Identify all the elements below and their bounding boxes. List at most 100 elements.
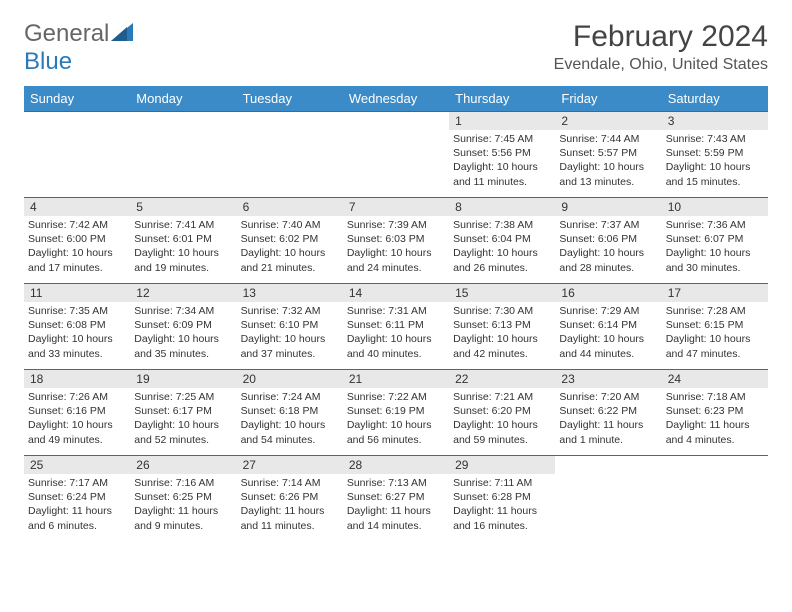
day-number: 15 bbox=[449, 284, 555, 302]
day-info: Sunrise: 7:13 AMSunset: 6:27 PMDaylight:… bbox=[343, 474, 449, 535]
sunrise-text: Sunrise: 7:40 AM bbox=[241, 219, 321, 231]
sunset-text: Sunset: 6:11 PM bbox=[347, 319, 424, 331]
day-info: Sunrise: 7:39 AMSunset: 6:03 PMDaylight:… bbox=[343, 216, 449, 277]
day-number: 13 bbox=[237, 284, 343, 302]
daylight-text: Daylight: 10 hours and 49 minutes. bbox=[28, 419, 113, 445]
calendar-cell: 27Sunrise: 7:14 AMSunset: 6:26 PMDayligh… bbox=[237, 456, 343, 542]
day-number: 3 bbox=[662, 112, 768, 130]
day-info: Sunrise: 7:45 AM Sunset: 5:56 PM Daylight:… bbox=[449, 130, 555, 191]
sunrise-text: Sunrise: 7:28 AM bbox=[666, 305, 746, 317]
sunrise-text: Sunrise: 7:21 AM bbox=[453, 391, 533, 403]
daylight-text: Daylight: 10 hours and 17 minutes. bbox=[28, 247, 113, 273]
daylight-text: Daylight: 10 hours and 11 minutes. bbox=[453, 161, 538, 187]
daylight-text: Daylight: 11 hours and 1 minute. bbox=[559, 419, 643, 445]
day-info: Sunrise: 7:21 AMSunset: 6:20 PMDaylight:… bbox=[449, 388, 555, 449]
daylight-text: Daylight: 11 hours and 11 minutes. bbox=[241, 505, 325, 531]
sunset-text: Sunset: 6:09 PM bbox=[134, 319, 212, 331]
sunset-text: Sunset: 6:28 PM bbox=[453, 491, 531, 503]
calendar-cell bbox=[24, 112, 130, 198]
daylight-text: Daylight: 11 hours and 9 minutes. bbox=[134, 505, 218, 531]
day-number: 20 bbox=[237, 370, 343, 388]
day-number: 17 bbox=[662, 284, 768, 302]
daylight-text: Daylight: 10 hours and 33 minutes. bbox=[28, 333, 113, 359]
sunset-text: Sunset: 6:15 PM bbox=[666, 319, 744, 331]
sunset-text: Sunset: 6:20 PM bbox=[453, 405, 531, 417]
weekday-header: Monday bbox=[130, 86, 236, 112]
logo-text-blue: Blue bbox=[24, 48, 72, 76]
calendar-cell: 11Sunrise: 7:35 AMSunset: 6:08 PMDayligh… bbox=[24, 284, 130, 370]
calendar-cell bbox=[130, 112, 236, 198]
sunrise-text: Sunrise: 7:43 AM bbox=[666, 133, 746, 145]
sunrise-text: Sunrise: 7:42 AM bbox=[28, 219, 108, 231]
daylight-text: Daylight: 10 hours and 42 minutes. bbox=[453, 333, 538, 359]
weekday-header: Tuesday bbox=[237, 86, 343, 112]
sunrise-text: Sunrise: 7:22 AM bbox=[347, 391, 427, 403]
day-number: 29 bbox=[449, 456, 555, 474]
calendar-cell: 13Sunrise: 7:32 AMSunset: 6:10 PMDayligh… bbox=[237, 284, 343, 370]
daylight-text: Daylight: 10 hours and 44 minutes. bbox=[559, 333, 644, 359]
sunset-text: Sunset: 6:00 PM bbox=[28, 233, 106, 245]
day-info: Sunrise: 7:14 AMSunset: 6:26 PMDaylight:… bbox=[237, 474, 343, 535]
calendar-cell: 29Sunrise: 7:11 AMSunset: 6:28 PMDayligh… bbox=[449, 456, 555, 542]
sunrise-text: Sunrise: 7:13 AM bbox=[347, 477, 427, 489]
day-number: 12 bbox=[130, 284, 236, 302]
day-number: 16 bbox=[555, 284, 661, 302]
day-info: Sunrise: 7:30 AMSunset: 6:13 PMDaylight:… bbox=[449, 302, 555, 363]
sunrise-text: Sunrise: 7:38 AM bbox=[453, 219, 533, 231]
daylight-text: Daylight: 11 hours and 14 minutes. bbox=[347, 505, 431, 531]
sunset-text: Sunset: 5:57 PM bbox=[559, 147, 637, 159]
day-info: Sunrise: 7:44 AMSunset: 5:57 PMDaylight:… bbox=[555, 130, 661, 191]
weekday-header: Wednesday bbox=[343, 86, 449, 112]
sunrise-text: Sunrise: 7:17 AM bbox=[28, 477, 108, 489]
sunrise-text: Sunrise: 7:34 AM bbox=[134, 305, 214, 317]
day-info: Sunrise: 7:25 AMSunset: 6:17 PMDaylight:… bbox=[130, 388, 236, 449]
calendar-cell: 10Sunrise: 7:36 AMSunset: 6:07 PMDayligh… bbox=[662, 198, 768, 284]
day-number: 22 bbox=[449, 370, 555, 388]
sunset-text: Sunset: 6:14 PM bbox=[559, 319, 637, 331]
sunset-text: Sunset: 6:18 PM bbox=[241, 405, 319, 417]
location-text: Evendale, Ohio, United States bbox=[554, 56, 768, 74]
month-title: February 2024 bbox=[554, 20, 768, 54]
day-info: Sunrise: 7:32 AMSunset: 6:10 PMDaylight:… bbox=[237, 302, 343, 363]
day-number: 4 bbox=[24, 198, 130, 216]
sunset-text: Sunset: 6:08 PM bbox=[28, 319, 106, 331]
sunrise-text: Sunrise: 7:45 AM bbox=[453, 133, 533, 145]
sunset-text: Sunset: 5:59 PM bbox=[666, 147, 744, 159]
calendar-body: 1 Sunrise: 7:45 AM Sunset: 5:56 PM Daylight… bbox=[24, 112, 768, 542]
calendar-cell: 24Sunrise: 7:18 AMSunset: 6:23 PMDayligh… bbox=[662, 370, 768, 456]
sunrise-text: Sunrise: 7:14 AM bbox=[241, 477, 321, 489]
sunrise-text: Sunrise: 7:29 AM bbox=[559, 305, 639, 317]
daylight-text: Daylight: 10 hours and 30 minutes. bbox=[666, 247, 751, 273]
daylight-text: Daylight: 10 hours and 35 minutes. bbox=[134, 333, 219, 359]
title-block: February 2024 Evendale, Ohio, United Sta… bbox=[554, 20, 768, 74]
sunset-text: Sunset: 5:56 PM bbox=[453, 147, 531, 159]
daylight-text: Daylight: 10 hours and 54 minutes. bbox=[241, 419, 326, 445]
calendar-cell: 1 Sunrise: 7:45 AM Sunset: 5:56 PM Daylight… bbox=[449, 112, 555, 198]
daylight-text: Daylight: 10 hours and 13 minutes. bbox=[559, 161, 644, 187]
daylight-text: Daylight: 10 hours and 40 minutes. bbox=[347, 333, 432, 359]
day-number: 7 bbox=[343, 198, 449, 216]
day-info: Sunrise: 7:22 AMSunset: 6:19 PMDaylight:… bbox=[343, 388, 449, 449]
sunrise-text: Sunrise: 7:36 AM bbox=[666, 219, 746, 231]
calendar-cell bbox=[555, 456, 661, 542]
calendar-cell: 16 Sunrise: 7:29 AM Sunset: 6:14 PM Dayligh… bbox=[555, 284, 661, 370]
sunrise-text: Sunrise: 7:11 AM bbox=[453, 477, 532, 489]
day-number: 1 bbox=[449, 112, 555, 130]
day-info: Sunrise: 7:20 AMSunset: 6:22 PMDaylight:… bbox=[555, 388, 661, 449]
sunrise-text: Sunrise: 7:26 AM bbox=[28, 391, 108, 403]
sunset-text: Sunset: 6:24 PM bbox=[28, 491, 106, 503]
sunrise-text: Sunrise: 7:16 AM bbox=[134, 477, 214, 489]
calendar-row: 11Sunrise: 7:35 AMSunset: 6:08 PMDayligh… bbox=[24, 284, 768, 370]
calendar-cell: 18Sunrise: 7:26 AMSunset: 6:16 PMDayligh… bbox=[24, 370, 130, 456]
day-number: 27 bbox=[237, 456, 343, 474]
logo-text-general: General bbox=[24, 20, 109, 48]
calendar-cell: 25Sunrise: 7:17 AMSunset: 6:24 PMDayligh… bbox=[24, 456, 130, 542]
sunset-text: Sunset: 6:02 PM bbox=[241, 233, 319, 245]
sunrise-text: Sunrise: 7:35 AM bbox=[28, 305, 108, 317]
sunset-text: Sunset: 6:19 PM bbox=[347, 405, 425, 417]
calendar-row: 25Sunrise: 7:17 AMSunset: 6:24 PMDayligh… bbox=[24, 456, 768, 542]
sunrise-text: Sunrise: 7:25 AM bbox=[134, 391, 214, 403]
calendar-table: SundayMondayTuesdayWednesdayThursdayFrid… bbox=[24, 86, 768, 542]
header: General February 2024 Evendale, Ohio, Un… bbox=[24, 20, 768, 74]
sunset-text: Sunset: 6:06 PM bbox=[559, 233, 637, 245]
